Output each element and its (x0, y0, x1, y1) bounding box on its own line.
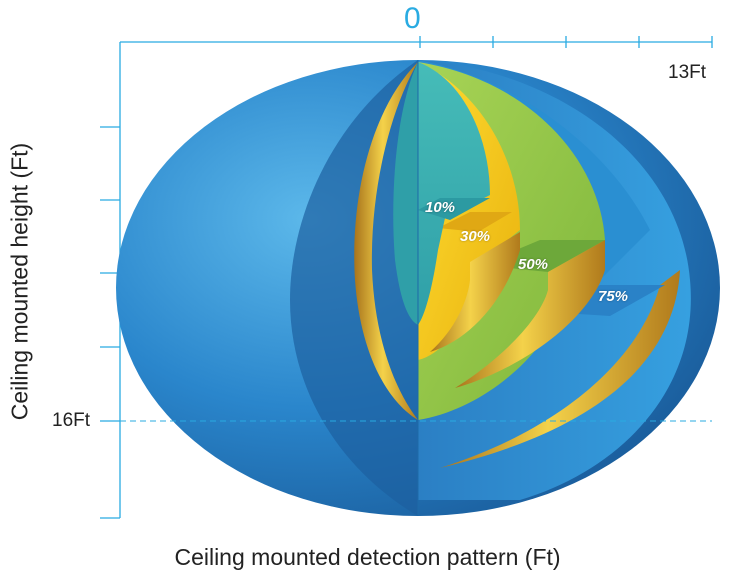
gold-band-50 (455, 240, 605, 388)
teal-core-left (393, 62, 418, 325)
step-30 (438, 212, 512, 232)
vertical-mark-label: 16Ft (52, 410, 91, 431)
cutaway-shadow (290, 60, 418, 516)
zone-label-75: 75% (598, 288, 629, 305)
horizontal-max-label: 13Ft (668, 62, 707, 83)
origin-label: 0 (404, 2, 421, 35)
gold-band-30 (430, 232, 520, 352)
zone-label-10: 10% (425, 199, 456, 216)
teal-core (418, 62, 490, 325)
gold-rim-75 (440, 270, 680, 468)
y-axis-label: Ceiling mounted height (Ft) (6, 142, 33, 421)
x-axis-label: Ceiling mounted detection pattern (Ft) (174, 544, 561, 570)
gold-rim-left (354, 62, 418, 420)
step-10 (418, 198, 490, 220)
zone-label-50: 50% (518, 256, 549, 273)
zone-label-30: 30% (460, 228, 491, 245)
